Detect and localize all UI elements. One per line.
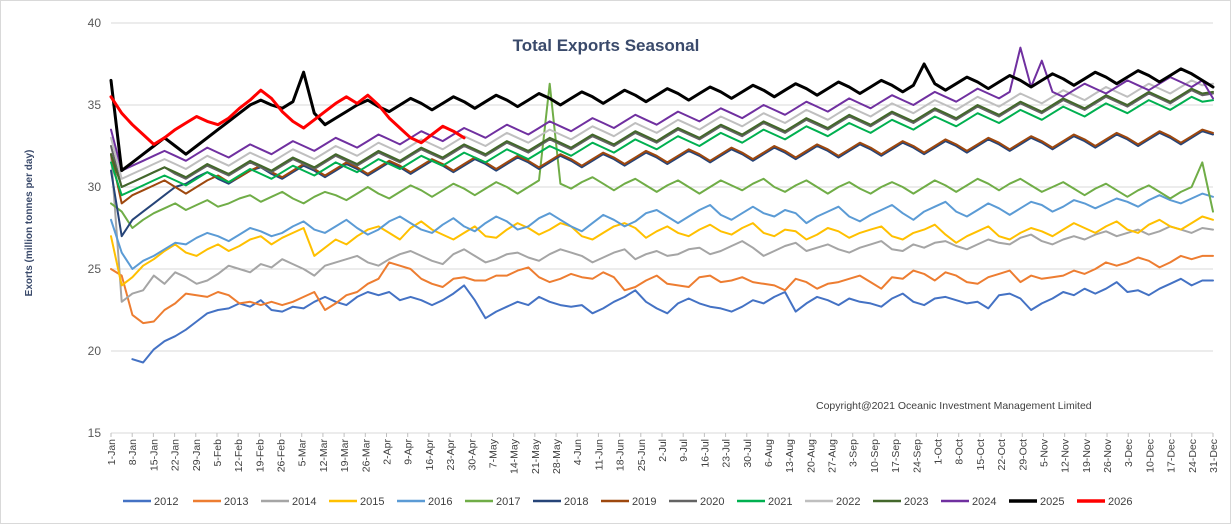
x-tick-label: 5-Nov [1038, 438, 1050, 467]
x-tick-label: 16-Apr [424, 438, 436, 470]
x-tick-label: 12-Mar [318, 439, 330, 473]
legend-label-2023: 2023 [904, 496, 928, 508]
series-lines [109, 46, 1215, 364]
legend-label-2020: 2020 [700, 496, 724, 508]
y-tick-label: 25 [88, 262, 102, 276]
x-tick-label: 26-Mar [360, 439, 372, 473]
series-line-2019 [110, 128, 1214, 205]
series-line-2024 [110, 46, 1214, 172]
y-tick-label: 40 [88, 16, 102, 30]
series-line-2022 [110, 79, 1214, 180]
x-tick-label: 30-Apr [466, 438, 478, 470]
x-tick-label: 10-Sep [869, 439, 881, 473]
gridlines [111, 22, 1213, 434]
x-tick-label: 12-Feb [233, 439, 245, 472]
x-tick-label: 9-Apr [403, 439, 415, 465]
x-tick-label: 16-Jul [699, 439, 711, 468]
x-tick-label: 15-Jan [148, 439, 160, 471]
x-tick-label: 8-Oct [954, 439, 966, 465]
series-line-2023 [110, 87, 1214, 188]
legend-label-2018: 2018 [564, 496, 588, 508]
legend-label-2019: 2019 [632, 496, 656, 508]
series-line-2015 [110, 215, 1214, 287]
y-tick-label: 20 [88, 344, 102, 358]
y-tick-label: 30 [88, 180, 102, 194]
x-tick-label: 1-Jan [106, 439, 118, 465]
x-tick-label: 28-May [551, 438, 563, 474]
x-tick-label: 30-Jul [742, 439, 754, 468]
legend: 2012 2013 2014 2015 2016 2017 2018 2019 2020 2021… [123, 496, 1132, 508]
legend-label-2016: 2016 [428, 496, 452, 508]
series-line-2025 [109, 62, 1215, 173]
legend-label-2017: 2017 [496, 496, 520, 508]
x-tick-label: 27-Aug [827, 439, 839, 473]
x-tick-label: 23-Jul [721, 439, 733, 468]
x-tick-label: 25-Jun [636, 439, 648, 471]
legend-label-2022: 2022 [836, 496, 860, 508]
x-tick-label: 12-Nov [1060, 438, 1072, 473]
x-tick-label: 20-Aug [805, 439, 817, 473]
legend-label-2014: 2014 [292, 496, 316, 508]
x-tick-label: 29-Jan [191, 439, 203, 471]
series-line-2014 [110, 153, 1214, 303]
x-tick-label: 8-Jan [127, 439, 139, 465]
x-tick-label: 24-Sep [911, 439, 923, 473]
x-tick-label: 6-Aug [763, 439, 775, 467]
y-tick-label: 35 [88, 98, 102, 112]
x-tick-label: 26-Feb [276, 439, 288, 472]
x-tick-label: 2-Apr [382, 439, 394, 465]
series-line-2020 [110, 89, 1214, 188]
x-tick-labels: 1-Jan 8-Jan 15-Jan 22-Jan 29-Jan 5-Feb 12-Feb 1… [106, 433, 1220, 474]
x-tick-label: 19-Mar [339, 439, 351, 473]
x-tick-label: 15-Oct [975, 439, 987, 471]
y-tick-labels: 15 20 25 30 35 40 [88, 16, 102, 440]
legend-label-2015: 2015 [360, 496, 384, 508]
x-tick-label: 3-Dec [1123, 439, 1135, 467]
series-line-2012 [131, 277, 1214, 364]
x-tick-label: 17-Sep [890, 439, 902, 473]
legend-label-2026: 2026 [1108, 496, 1132, 508]
y-tick-label: 15 [88, 426, 102, 440]
x-tick-label: 4-Jun [572, 439, 584, 465]
x-tick-label: 5-Feb [212, 439, 224, 467]
x-tick-label: 1-Oct [933, 439, 945, 465]
x-tick-label: 7-May [487, 438, 499, 468]
x-tick-label: 9-Jul [678, 439, 690, 462]
x-tick-label: 5-Mar [297, 438, 309, 466]
x-tick-label: 11-Jun [593, 439, 605, 470]
legend-label-2012: 2012 [154, 496, 178, 508]
x-tick-label: 13-Aug [784, 439, 796, 473]
series-line-2021 [110, 95, 1214, 197]
chart-title: Total Exports Seasonal [513, 36, 700, 55]
x-tick-label: 21-May [530, 438, 542, 474]
x-tick-label: 22-Oct [996, 439, 1008, 471]
x-tick-label: 24-Dec [1187, 439, 1199, 473]
series-line-2016 [110, 192, 1214, 270]
series-line-2018 [110, 130, 1214, 238]
x-tick-label: 10-Dec [1144, 439, 1156, 473]
legend-label-2013: 2013 [224, 496, 248, 508]
copyright-note: Copyright@2021 Oceanic Investment Manage… [816, 400, 1092, 412]
x-tick-label: 19-Nov [1081, 438, 1093, 473]
series-line-2013 [110, 254, 1214, 325]
x-tick-label: 3-Sep [848, 439, 860, 467]
x-tick-label: 22-Jan [170, 439, 182, 471]
series-line-2026 [109, 88, 466, 146]
y-axis-label: Exorts (million tonnes per day) [24, 150, 35, 297]
x-tick-label: 18-Jun [615, 439, 627, 471]
x-tick-label: 26-Nov [1102, 438, 1114, 473]
legend-label-2025: 2025 [1040, 496, 1064, 508]
legend-label-2024: 2024 [972, 496, 996, 508]
x-tick-label: 19-Feb [254, 439, 266, 472]
x-tick-label: 23-Apr [445, 438, 457, 470]
x-tick-label: 29-Oct [1017, 439, 1029, 471]
x-tick-label: 14-May [509, 438, 521, 474]
x-tick-label: 31-Dec [1208, 439, 1220, 473]
x-tick-label: 17-Dec [1166, 439, 1178, 473]
x-tick-label: 2-Jul [657, 439, 669, 462]
legend-label-2021: 2021 [768, 496, 792, 508]
series-line-2017 [110, 82, 1214, 229]
